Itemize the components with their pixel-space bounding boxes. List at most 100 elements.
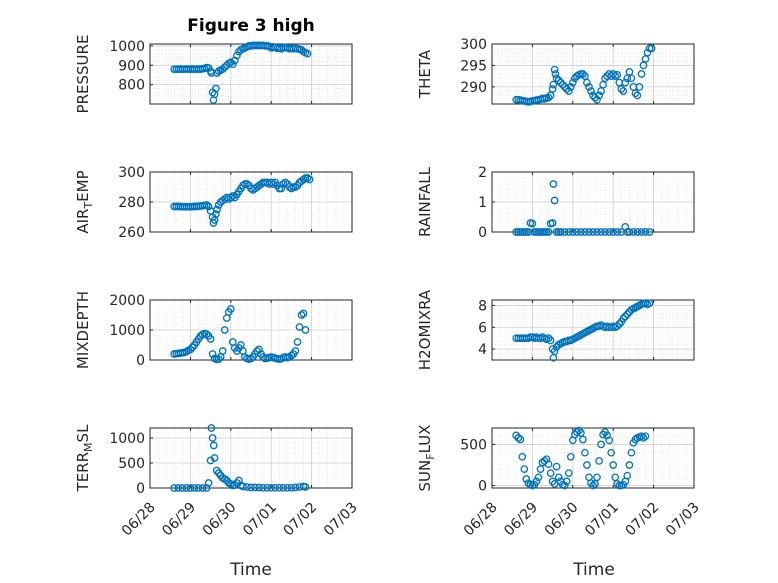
- data-point: [546, 336, 555, 345]
- y-tick-label: 2: [478, 165, 487, 181]
- data-point: [577, 429, 585, 437]
- y-tick-label: 300: [460, 37, 487, 53]
- x-tick-label: 07/03: [663, 499, 703, 539]
- x-tick-label: 07/02: [623, 499, 663, 539]
- data-point: [297, 311, 306, 319]
- data-point: [220, 63, 229, 72]
- data-point: [208, 434, 217, 442]
- y-tick-label: 280: [118, 195, 145, 211]
- data-point: [627, 448, 636, 457]
- data-point: [548, 345, 557, 353]
- data-point: [619, 87, 628, 95]
- data-point: [609, 228, 618, 236]
- data-point: [550, 347, 559, 356]
- x-tick-label: 06/30: [200, 499, 240, 539]
- data-point: [585, 83, 593, 91]
- data-point: [255, 483, 263, 492]
- subplot-panel-1: 800 900 1000 PRESSURE: [74, 35, 353, 113]
- y-tick-label: 900: [118, 58, 145, 74]
- data-point: [202, 201, 211, 209]
- data-point: [301, 483, 310, 491]
- data-point: [207, 424, 216, 432]
- data-point: [621, 312, 630, 321]
- y-tick-label: 1000: [109, 431, 145, 447]
- data-point: [554, 76, 563, 85]
- data-point: [550, 65, 559, 74]
- data-point: [560, 481, 569, 490]
- data-point: [243, 180, 251, 188]
- y-axis-label: TERRMSL: [74, 424, 95, 493]
- x-axis-label-right: Time: [572, 560, 615, 580]
- data-point: [305, 175, 314, 184]
- y-tick-label: 290: [460, 80, 487, 96]
- data-point: [291, 347, 300, 355]
- data-point: [613, 71, 622, 79]
- data-point: [170, 484, 179, 492]
- data-point: [212, 210, 220, 218]
- data-point: [568, 78, 577, 87]
- data-point: [637, 228, 646, 236]
- data-point: [613, 228, 622, 236]
- data-point: [593, 95, 601, 104]
- data-point: [178, 484, 187, 492]
- data-point: [255, 345, 263, 354]
- data-point: [631, 89, 640, 98]
- data-point: [605, 228, 614, 236]
- data-point: [591, 93, 599, 102]
- data-point: [595, 91, 603, 100]
- data-point: [623, 310, 632, 319]
- x-tick-label: 06/30: [542, 499, 582, 539]
- data-point: [209, 441, 218, 450]
- data-point: [549, 80, 558, 89]
- data-point: [214, 355, 223, 363]
- x-tick-label: 06/28: [119, 499, 159, 539]
- data-point: [279, 483, 288, 492]
- data-point: [295, 323, 304, 331]
- data-point: [213, 205, 221, 214]
- y-tick-label: 0: [136, 353, 145, 369]
- x-tick-label: 06/28: [461, 499, 501, 539]
- data-point: [564, 469, 573, 478]
- data-point: [629, 228, 638, 236]
- data-point: [581, 72, 589, 80]
- y-tick-label: 6: [478, 320, 487, 336]
- data-point: [275, 483, 284, 492]
- data-point: [267, 483, 276, 492]
- subplot-panel-4: 0 1 2 RAINFALL: [416, 165, 695, 241]
- data-point: [233, 51, 241, 60]
- axes-box: [149, 427, 353, 489]
- data-point: [226, 193, 235, 202]
- data-point: [546, 469, 555, 478]
- data-point: [291, 483, 300, 492]
- subplot-panel-8: 0 500 06/28 06/29 06/30 07/01 07/02 07/03 SUNFLU…: [416, 425, 703, 540]
- data-point: [544, 93, 553, 102]
- data-point: [593, 228, 601, 236]
- data-point: [572, 228, 581, 236]
- data-point: [639, 434, 648, 442]
- subplot-panel-2: 290 295 300 THETA: [416, 37, 695, 106]
- data-point: [581, 228, 589, 236]
- data-point: [271, 483, 280, 492]
- data-point: [536, 465, 545, 473]
- data-point: [204, 479, 213, 487]
- data-point: [267, 178, 276, 187]
- data-point: [641, 228, 650, 236]
- y-tick-label: 4: [478, 342, 487, 358]
- y-axis-label: MIXDEPTH: [74, 291, 92, 369]
- data-point: [641, 432, 650, 441]
- data-point: [637, 70, 646, 78]
- data-point: [552, 462, 561, 471]
- y-tick-label: 2000: [109, 293, 145, 309]
- data-point: [239, 482, 247, 491]
- data-point: [549, 180, 558, 188]
- data-point: [204, 202, 213, 211]
- data-point: [528, 219, 537, 228]
- data-point: [287, 351, 296, 360]
- subplot-panel-6: 4 6 8 H2OMIXRA: [416, 289, 695, 370]
- y-axis-label: SUNFLUX: [416, 425, 437, 492]
- y-tick-label: 260: [118, 225, 145, 241]
- data-point: [247, 483, 255, 492]
- subplot-panel-7: 0 500 1000 06/28 06/29 06/30 07/01 07/02 07/03 TE…: [74, 424, 361, 539]
- data-point: [615, 320, 624, 328]
- data-point: [534, 473, 543, 482]
